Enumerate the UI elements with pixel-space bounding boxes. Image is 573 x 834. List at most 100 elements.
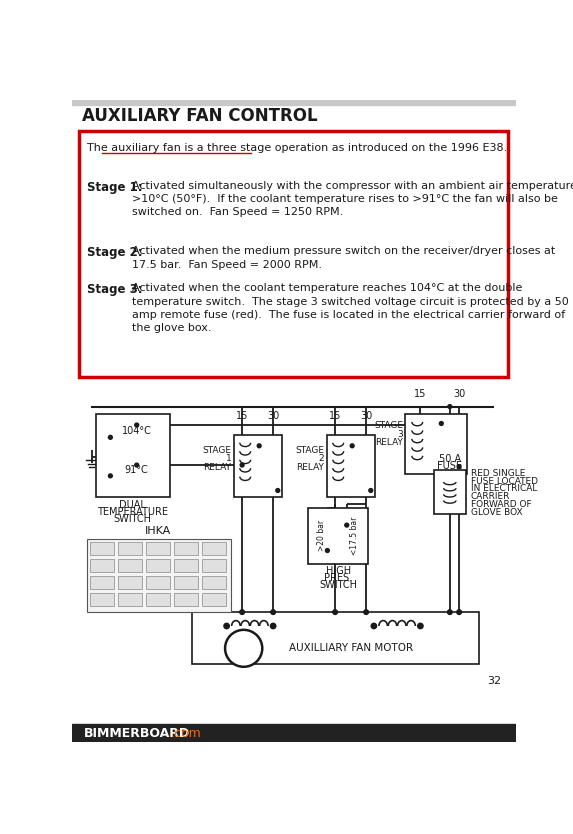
Text: HIGH: HIGH: [325, 566, 351, 576]
Circle shape: [350, 444, 354, 448]
Bar: [192, 612, 478, 665]
Text: 15: 15: [329, 411, 342, 421]
Circle shape: [369, 489, 372, 492]
Text: STAGE: STAGE: [295, 446, 324, 455]
Text: 68.0°F: 68.0°F: [175, 545, 196, 550]
Bar: [90, 593, 114, 606]
Circle shape: [325, 549, 329, 552]
Bar: [118, 576, 142, 589]
Circle shape: [448, 610, 452, 615]
Bar: [118, 542, 142, 555]
Text: Stage 2:: Stage 2:: [87, 246, 143, 259]
Circle shape: [371, 623, 376, 629]
Circle shape: [240, 610, 245, 615]
Text: RELAY: RELAY: [375, 438, 403, 447]
Bar: [80, 131, 508, 377]
Text: 2: 2: [319, 455, 324, 464]
Text: 104°C: 104°C: [122, 426, 152, 436]
Text: 30: 30: [360, 411, 372, 421]
Bar: [202, 593, 226, 606]
Circle shape: [225, 630, 262, 667]
Circle shape: [135, 423, 139, 427]
Circle shape: [270, 623, 276, 629]
Text: Stage 3:: Stage 3:: [87, 284, 143, 296]
Circle shape: [224, 623, 229, 629]
Circle shape: [271, 610, 276, 615]
Circle shape: [418, 623, 423, 629]
Text: RELAY: RELAY: [203, 463, 231, 472]
Text: .com: .com: [171, 726, 202, 740]
Text: 50 A: 50 A: [439, 454, 461, 464]
Circle shape: [364, 610, 368, 615]
Bar: [234, 435, 282, 496]
Circle shape: [345, 523, 349, 527]
Bar: [90, 542, 114, 555]
Bar: [202, 542, 226, 555]
Text: DUAL: DUAL: [119, 500, 146, 510]
Bar: [434, 470, 466, 515]
Bar: [146, 576, 170, 589]
Text: PRES.: PRES.: [324, 573, 352, 583]
Text: 15: 15: [414, 389, 426, 399]
Text: Stage 1:: Stage 1:: [87, 181, 143, 194]
Text: AUXILIARY FAN CONTROL: AUXILIARY FAN CONTROL: [83, 107, 318, 125]
Circle shape: [108, 474, 112, 478]
Text: FUSE LOCATED: FUSE LOCATED: [471, 477, 537, 485]
Circle shape: [135, 463, 139, 467]
Text: 15: 15: [236, 411, 248, 421]
Text: Activated when the coolant temperature reaches 104°C at the double
temperature s: Activated when the coolant temperature r…: [132, 284, 569, 333]
Bar: [308, 508, 368, 564]
Text: 3: 3: [398, 430, 403, 439]
Text: RELAY: RELAY: [296, 463, 324, 472]
Text: FORWARD OF: FORWARD OF: [471, 500, 531, 509]
Text: Activated when the medium pressure switch on the receiver/dryer closes at
17.5 b: Activated when the medium pressure switc…: [132, 246, 555, 269]
Text: Activated simultaneously with the compressor with an ambient air temperature
>10: Activated simultaneously with the compre…: [132, 181, 573, 218]
Text: GLOVE BOX: GLOVE BOX: [471, 508, 523, 516]
Text: FUSE: FUSE: [437, 461, 462, 471]
Text: 91°C: 91°C: [125, 465, 148, 475]
Text: CARRIER: CARRIER: [471, 492, 510, 501]
Bar: [90, 576, 114, 589]
Text: IN ELECTRICAL: IN ELECTRICAL: [471, 485, 537, 494]
Bar: [146, 559, 170, 572]
Text: 30: 30: [267, 411, 279, 421]
Bar: [72, 724, 516, 742]
Bar: [174, 559, 198, 572]
Text: BIMMERBOARD: BIMMERBOARD: [84, 726, 190, 740]
Text: 32: 32: [487, 676, 501, 686]
Text: >20 bar: >20 bar: [317, 520, 327, 551]
Text: SWITCH: SWITCH: [319, 580, 357, 590]
Text: The auxiliary fan is a three stage operation as introduced on the 1996 E38.: The auxiliary fan is a three stage opera…: [87, 143, 507, 153]
Bar: [174, 542, 198, 555]
Bar: [87, 539, 230, 612]
Circle shape: [257, 444, 261, 448]
Text: SWITCH: SWITCH: [114, 514, 152, 524]
Text: 72.0°F: 72.0°F: [147, 545, 168, 550]
Bar: [96, 414, 170, 497]
Bar: [118, 559, 142, 572]
Bar: [146, 593, 170, 606]
Text: M: M: [235, 640, 253, 657]
Text: 30: 30: [453, 389, 465, 399]
Text: STAGE: STAGE: [374, 421, 403, 430]
Bar: [174, 593, 198, 606]
Bar: [72, 100, 516, 105]
Bar: [202, 576, 226, 589]
Text: IHKA: IHKA: [146, 526, 171, 536]
Bar: [174, 576, 198, 589]
Bar: [146, 542, 170, 555]
Text: AUXILLIARY FAN MOTOR: AUXILLIARY FAN MOTOR: [289, 643, 413, 653]
Circle shape: [240, 463, 244, 467]
Bar: [90, 559, 114, 572]
Text: STAGE: STAGE: [202, 446, 231, 455]
Circle shape: [108, 435, 112, 440]
Circle shape: [333, 610, 337, 615]
Text: RED SINGLE: RED SINGLE: [471, 469, 525, 478]
Text: <17.5 bar: <17.5 bar: [350, 517, 359, 555]
Bar: [202, 559, 226, 572]
Circle shape: [448, 404, 452, 409]
Text: 1: 1: [226, 455, 231, 464]
Text: TEMPERATURE: TEMPERATURE: [97, 507, 168, 517]
Bar: [327, 435, 375, 496]
Circle shape: [276, 489, 280, 492]
